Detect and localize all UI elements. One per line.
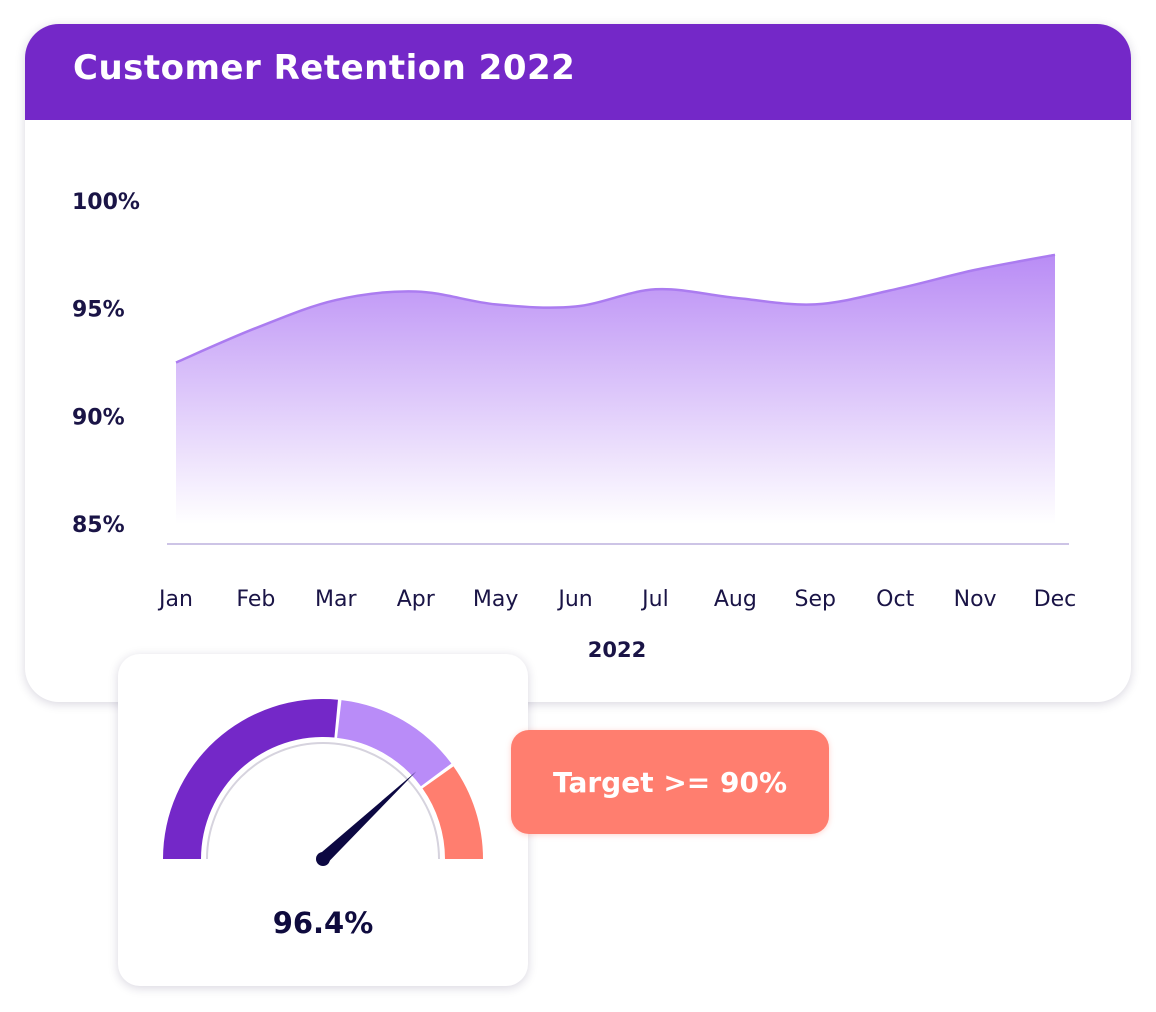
retention-gauge (163, 699, 483, 866)
gauge-card: 96.4% (118, 654, 528, 986)
retention-line (175, 253, 1056, 364)
x-axis-title: 2022 (588, 638, 646, 662)
card-header: Customer Retention 2022 (25, 24, 1131, 120)
target-badge: Target >= 90% (511, 730, 829, 834)
x-axis: Jan Feb Mar Apr May Jun Jul Aug Sep Oct Nov Dec (157, 587, 1076, 612)
card-title: Customer Retention 2022 (73, 48, 576, 88)
x-tick-label: Feb (236, 587, 275, 612)
y-tick-label: 90% (72, 405, 125, 430)
x-tick-label: Aug (714, 587, 757, 612)
x-tick-label: Nov (954, 587, 997, 612)
x-tick-label: Dec (1034, 587, 1077, 612)
retention-chart: 100% 95% 90% 85% Jan Feb Mar Apr May Jun Jul Aug Se… (72, 190, 1076, 662)
gauge-segment-mid (337, 700, 452, 787)
y-tick-label: 95% (72, 298, 125, 323)
y-axis: 100% 95% 90% 85% (72, 190, 140, 538)
x-tick-label: Apr (397, 587, 436, 612)
x-tick-label: Jan (157, 587, 193, 612)
x-tick-label: Jul (640, 587, 669, 612)
x-tick-label: Sep (795, 587, 836, 612)
gauge-segment-high (422, 766, 483, 859)
y-tick-label: 85% (72, 513, 125, 538)
y-tick-label: 100% (72, 190, 140, 215)
gauge-hub (316, 852, 330, 866)
gauge-segment-low (163, 699, 338, 859)
x-tick-label: Oct (876, 587, 914, 612)
retention-area-fill (176, 254, 1055, 525)
x-tick-label: May (473, 587, 518, 612)
gauge-inner-ring (206, 742, 440, 860)
target-label: Target >= 90% (552, 765, 788, 799)
x-tick-label: Mar (315, 587, 357, 612)
retention-card: Customer Retention 2022 100% 95% 90% 85% Ja… (25, 24, 1131, 702)
x-tick-label: Jun (556, 587, 592, 612)
gauge-segments (163, 699, 483, 859)
gauge-needle (318, 771, 417, 864)
gauge-value: 96.4% (272, 906, 374, 940)
